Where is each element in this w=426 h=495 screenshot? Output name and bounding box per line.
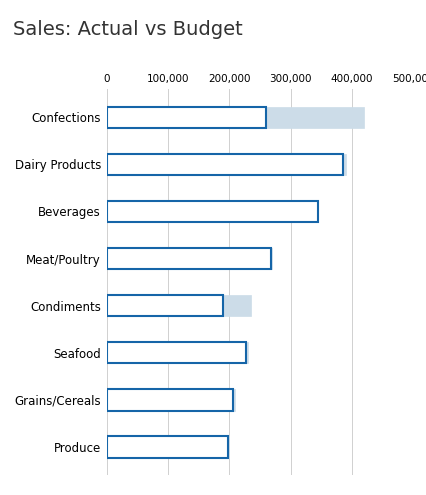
Bar (106, 106, 266, 128)
Bar (106, 248, 271, 269)
Bar (106, 437, 228, 458)
Bar (106, 295, 223, 316)
Bar (106, 342, 246, 363)
Bar (106, 248, 272, 269)
Bar (106, 342, 248, 363)
Text: Sales: Actual vs Budget: Sales: Actual vs Budget (13, 20, 242, 39)
Bar (106, 390, 235, 410)
Bar (106, 154, 346, 175)
Bar (106, 201, 318, 222)
Bar (106, 437, 229, 458)
Bar (106, 390, 233, 410)
Bar (106, 295, 250, 316)
Bar (106, 154, 343, 175)
Bar (106, 106, 364, 128)
Bar (106, 201, 285, 222)
